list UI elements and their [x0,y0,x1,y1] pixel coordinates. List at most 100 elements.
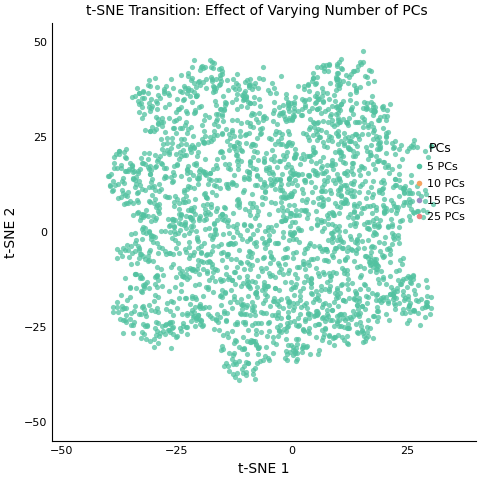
Point [176,214,184,221]
Point [192,314,200,322]
Point [199,138,207,146]
Point [400,185,408,193]
Point [277,72,285,80]
Point [363,328,371,336]
Point [120,153,128,161]
Point [168,139,176,146]
Point [155,243,163,251]
Point [253,283,261,290]
Point [216,275,224,283]
Point [360,264,368,272]
Point [211,265,219,273]
Point [303,304,311,312]
Point [219,230,227,238]
Point [277,193,285,201]
Point [281,156,288,163]
Point [217,147,225,155]
Point [203,194,211,202]
Point [190,248,198,255]
Point [157,119,165,126]
Point [320,142,328,149]
Point [180,151,188,159]
Point [294,314,302,322]
Point [375,156,383,164]
Point [310,166,317,173]
Point [156,153,164,160]
Point [399,288,407,295]
Point [379,201,386,209]
Point [298,155,305,162]
Point [314,291,322,299]
Point [201,303,209,311]
Point [363,147,371,155]
Point [394,231,402,239]
Point [145,284,153,292]
Point [217,240,225,248]
Point [239,96,247,103]
Point [343,253,350,261]
Point [164,215,172,223]
Point [190,313,197,321]
Point [145,184,153,192]
Point [394,203,402,211]
Point [183,312,191,319]
Point [255,221,263,228]
Point [265,165,273,173]
Point [353,263,361,270]
Point [151,186,158,194]
Point [200,78,207,86]
Point [347,90,354,97]
Point [194,262,202,269]
Point [173,95,180,103]
Point [245,247,253,254]
Point [427,142,435,150]
Point [233,90,240,98]
Point [127,230,135,238]
Point [319,99,326,107]
Point [325,338,333,346]
Point [368,243,375,251]
Point [168,344,175,351]
Point [368,106,375,113]
Point [160,165,168,172]
Point [374,157,382,165]
Point [328,103,336,110]
Point [300,300,308,308]
Point [252,359,260,366]
Point [212,76,219,84]
Point [146,337,154,345]
Point [323,306,331,314]
Point [274,120,281,128]
Point [189,217,196,225]
Point [355,311,362,318]
Point [250,302,258,310]
Point [337,310,345,318]
Point [293,274,301,282]
Point [338,244,346,252]
Point [252,320,259,327]
Point [169,84,177,92]
Point [144,278,151,286]
Point [239,301,246,309]
Point [294,171,301,179]
Point [333,291,341,299]
Point [402,294,409,301]
Point [205,175,213,183]
Point [153,114,160,121]
Point [185,254,193,262]
Point [378,104,385,111]
Point [325,95,333,102]
Point [216,81,223,89]
Point [408,189,416,197]
Point [394,276,402,284]
Point [339,97,347,105]
Point [300,150,307,157]
Point [241,132,249,139]
Point [335,132,342,140]
Point [290,187,298,194]
Point [189,265,196,273]
Point [210,120,218,128]
Point [413,182,421,190]
Point [131,92,139,100]
Point [161,128,169,135]
